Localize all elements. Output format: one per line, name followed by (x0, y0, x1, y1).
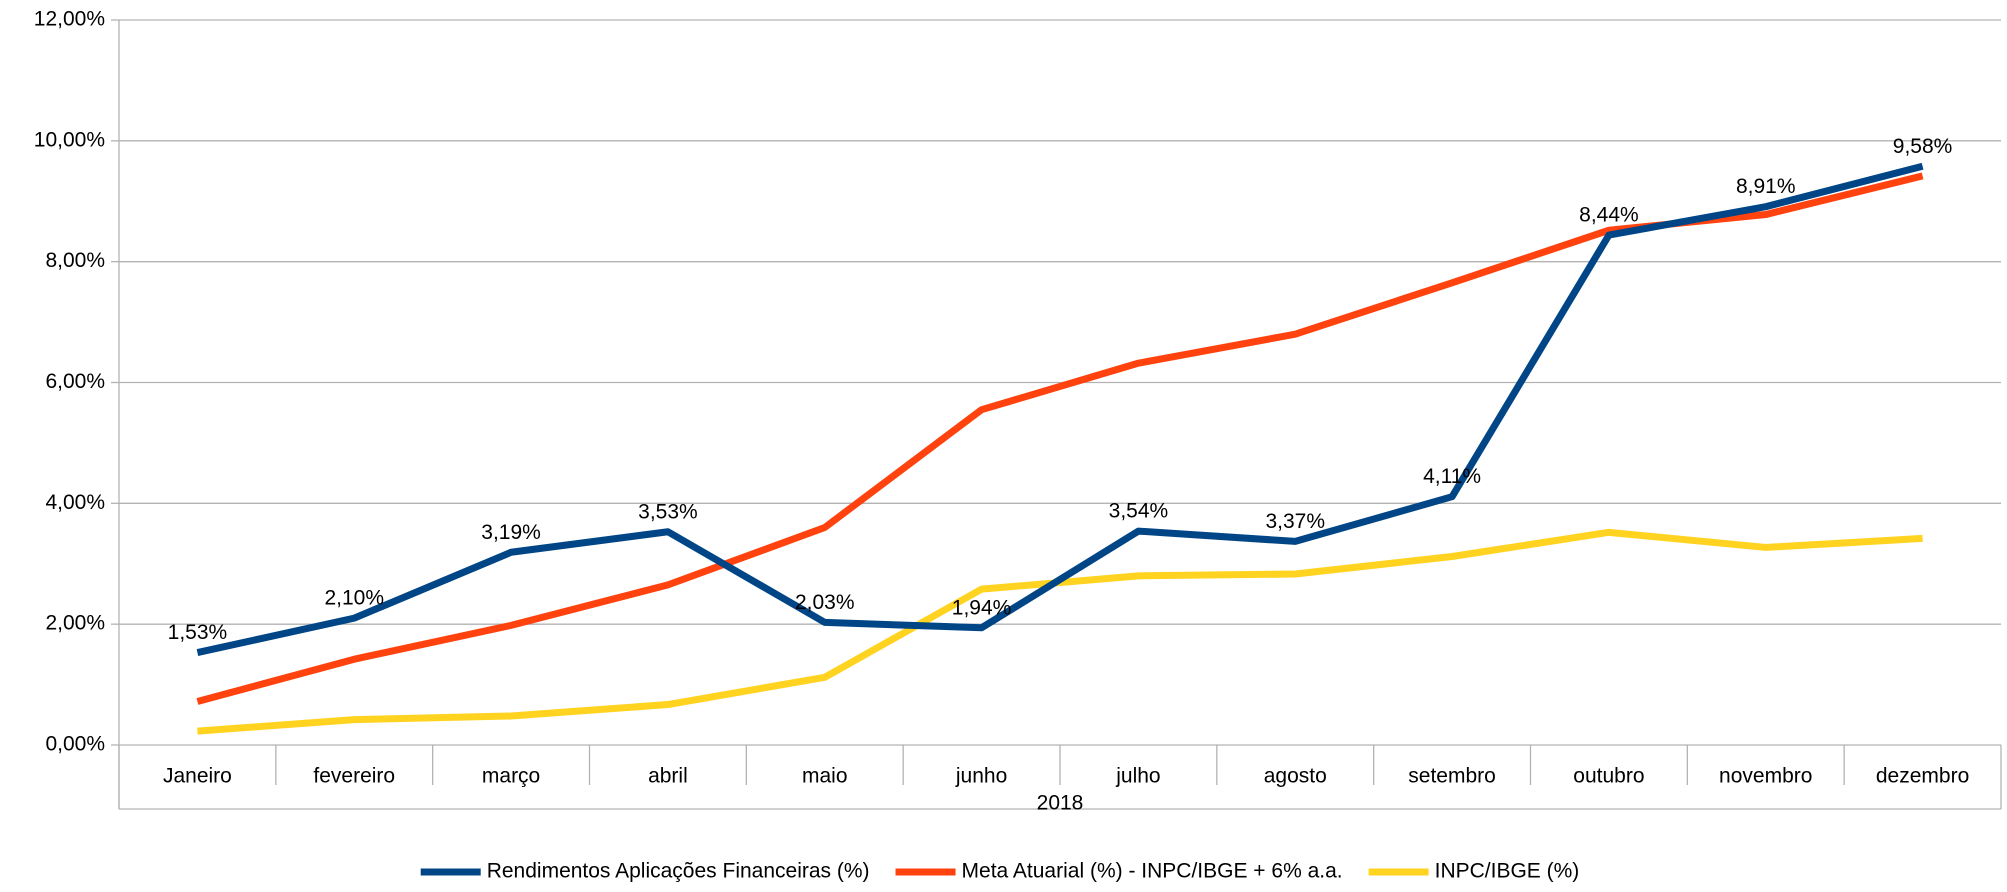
data-label: 9,58% (1893, 135, 1953, 158)
x-tick-label: setembro (1408, 765, 1496, 788)
data-label: 8,91% (1736, 175, 1796, 198)
data-label: 3,37% (1265, 510, 1325, 533)
data-label: 3,19% (481, 521, 541, 544)
legend-label: Rendimentos Aplicações Financeiras (%) (487, 860, 870, 883)
legend-label: INPC/IBGE (%) (1435, 860, 1580, 883)
legend: Rendimentos Aplicações Financeiras (%) Me… (420, 860, 1580, 883)
y-tick-label: 4,00% (45, 491, 105, 514)
series-line (197, 528, 1923, 735)
data-label: 2,03% (795, 591, 855, 614)
y-tick-label: 8,00% (45, 249, 105, 272)
x-tick-label: agosto (1264, 765, 1327, 788)
data-label: 1,94% (952, 596, 1012, 619)
y-tick-label: 0,00% (45, 733, 105, 756)
data-label: 3,53% (638, 500, 698, 523)
x-tick-label: fevereiro (313, 765, 395, 788)
y-tick-label: 10,00% (34, 128, 105, 151)
x-tick-label: julho (1115, 765, 1160, 788)
x-tick-label: novembro (1719, 765, 1812, 788)
x-tick-label: abril (648, 765, 688, 788)
x-tick-label: junho (955, 765, 1007, 788)
x-tick-label: outubro (1573, 765, 1644, 788)
x-tick-label: dezembro (1876, 765, 1969, 788)
x-axis-label: 2018 (1037, 792, 1084, 815)
data-label: 2,10% (324, 587, 384, 610)
x-tick-label: março (482, 765, 540, 788)
series-line (196, 172, 1924, 705)
data-label: 4,11% (1423, 465, 1481, 488)
series-line (196, 162, 1924, 656)
x-tick-label: maio (802, 765, 848, 788)
y-tick-label: 2,00% (45, 612, 105, 635)
y-tick-label: 6,00% (45, 370, 105, 393)
y-tick-label: 12,00% (34, 8, 105, 31)
data-label: 3,54% (1109, 500, 1169, 523)
data-label: 8,44% (1579, 204, 1639, 227)
x-tick-label: Janeiro (163, 765, 232, 788)
legend-label: Meta Atuarial (%) - INPC/IBGE + 6% a.a. (962, 860, 1343, 883)
data-label: 1,53% (168, 621, 228, 644)
